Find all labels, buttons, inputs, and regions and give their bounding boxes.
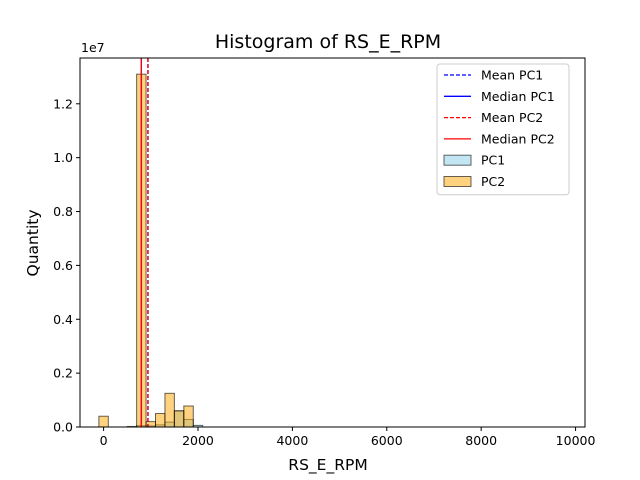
legend-label: Median PC2 (481, 131, 555, 146)
y-tick-label: 1.0 (53, 150, 73, 165)
legend-swatch (443, 154, 472, 166)
x-tick-label: 0 (100, 433, 108, 448)
y-tick-label: 0.0 (53, 420, 73, 435)
legend-label: Mean PC2 (481, 110, 543, 125)
legend-swatch (443, 176, 472, 187)
pc2-bar (98, 415, 109, 428)
y-axis-label: Quantity (24, 210, 42, 277)
x-tick-label: 10000 (556, 433, 596, 448)
y-offset-label: 1e7 (81, 40, 105, 55)
y-tick-label: 1.2 (53, 96, 73, 111)
pc2-bar (155, 413, 166, 428)
y-tick-label: 0.4 (53, 312, 73, 327)
legend-label: Mean PC1 (481, 68, 543, 83)
chart-title: Histogram of RS_E_RPM (215, 31, 441, 53)
pc2-bar (164, 392, 175, 428)
pc2-bar (173, 410, 185, 428)
legend-label: PC2 (481, 174, 505, 189)
legend-label: PC1 (481, 153, 505, 168)
x-tick-label: 6000 (371, 433, 403, 448)
legend-label: Median PC1 (481, 89, 555, 104)
x-axis-label: RS_E_RPM (288, 456, 367, 475)
x-tick-label: 8000 (465, 433, 497, 448)
y-tick-label: 0.8 (53, 204, 73, 219)
legend: Mean PC1 Median PC1 Mean PC2 Median PC2 PC1 P… (436, 63, 570, 196)
pc2-bar (183, 405, 194, 428)
y-tick-label: 0.2 (53, 366, 73, 381)
axes: 0 2000 4000 6000 8000 10000 0.0 0.2 0.4 0.6 0.8 1.0… (53, 57, 596, 448)
axes-frame (79, 57, 586, 428)
y-tick-label: 0.6 (53, 258, 73, 273)
x-tick-label: 2000 (182, 433, 214, 448)
x-tick-label: 4000 (276, 433, 308, 448)
